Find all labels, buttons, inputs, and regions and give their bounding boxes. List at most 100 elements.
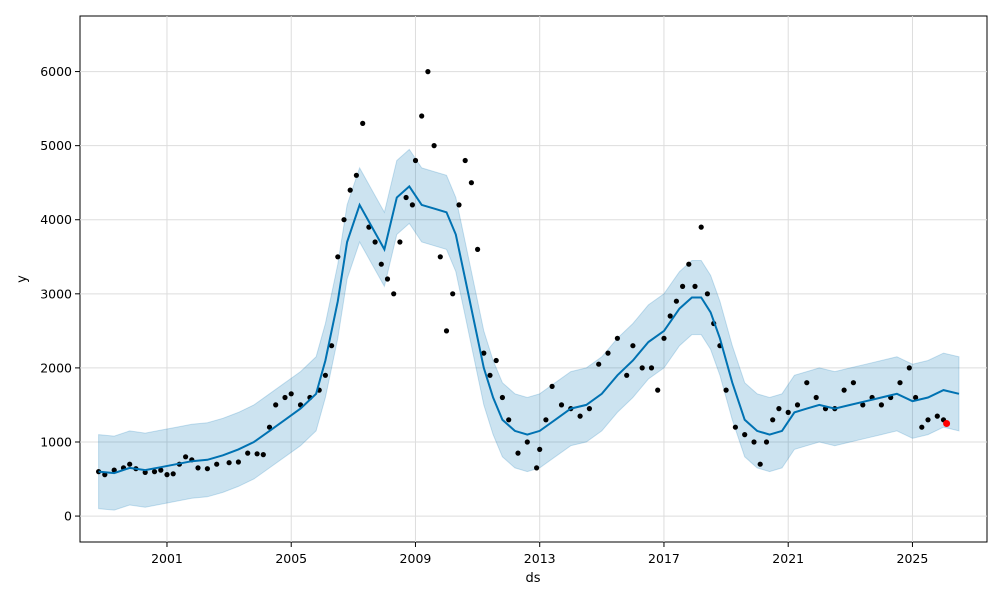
observed-point (878, 402, 885, 408)
observed-point (757, 461, 763, 467)
observed-point (624, 372, 630, 378)
y-axis-label: y (15, 275, 30, 283)
observed-point (751, 439, 757, 445)
observed-point (925, 417, 931, 423)
observed-point (425, 69, 431, 75)
observed-point (686, 261, 692, 267)
observed-point (353, 172, 359, 178)
x-tick-label: 2005 (275, 551, 307, 566)
x-tick-label: 2025 (897, 551, 929, 566)
observed-point (794, 402, 801, 408)
x-tick-label: 2013 (524, 551, 556, 566)
observed-point (487, 372, 493, 378)
observed-point (431, 143, 437, 149)
x-tick-label: 2009 (400, 551, 432, 566)
observed-point (403, 194, 409, 201)
observed-point (897, 380, 903, 386)
observed-point (549, 383, 555, 389)
observed-point (384, 276, 391, 282)
observed-point (906, 365, 912, 371)
observed-point (667, 313, 673, 319)
observed-point (111, 467, 117, 473)
observed-point (456, 202, 462, 208)
observed-point (419, 113, 425, 119)
observed-point (558, 402, 565, 408)
observed-point (493, 357, 499, 364)
x-axis-ticks: 2001 2005 2009 2013 2017 2021 2025 (151, 542, 928, 566)
y-tick-label: 0 (64, 509, 72, 524)
observed-point (468, 180, 474, 186)
observed-point (785, 409, 791, 415)
y-tick-label: 5000 (40, 138, 72, 153)
observed-point (195, 465, 201, 471)
x-tick-label: 2017 (648, 551, 680, 566)
observed-point (437, 254, 443, 260)
observed-point (850, 380, 857, 386)
observed-point (648, 365, 655, 371)
observed-point (412, 157, 419, 164)
observed-point (742, 432, 748, 438)
observed-point (329, 343, 335, 349)
observed-point (245, 450, 251, 456)
observed-point (770, 417, 776, 423)
latest-points (943, 420, 951, 427)
observed-point (804, 380, 810, 386)
observed-point (273, 402, 279, 408)
observed-point (170, 471, 176, 477)
observed-point (723, 387, 729, 393)
observed-point (322, 372, 328, 378)
observed-point (391, 291, 397, 297)
observed-point (282, 394, 288, 401)
observed-point (537, 446, 543, 452)
observed-point (913, 394, 919, 401)
observed-point (534, 465, 540, 471)
observed-point (732, 424, 739, 430)
observed-point (409, 202, 415, 208)
y-tick-label: 2000 (40, 360, 72, 375)
observed-point (288, 391, 294, 397)
latest-point (943, 420, 951, 427)
observed-point (158, 467, 164, 473)
observed-point (226, 460, 232, 466)
observed-point (266, 424, 273, 430)
observed-point (341, 217, 347, 223)
observed-point (335, 254, 341, 260)
observed-point (347, 187, 353, 193)
observed-point (397, 239, 403, 245)
y-tick-label: 6000 (40, 64, 72, 79)
y-tick-label: 4000 (40, 212, 72, 227)
observed-point (443, 328, 450, 334)
forecast-line (98, 184, 960, 475)
observed-point (698, 224, 704, 230)
observed-point (605, 350, 611, 356)
observed-point (673, 298, 680, 304)
observed-point (860, 402, 866, 408)
observed-point (655, 387, 661, 393)
observed-point (260, 452, 266, 458)
observed-point (254, 451, 260, 457)
observed-point (127, 461, 133, 467)
observed-point (151, 469, 158, 475)
observed-point (204, 466, 210, 472)
observed-points (96, 69, 947, 478)
observed-point (164, 472, 170, 478)
observed-point (481, 350, 487, 356)
observed-point (378, 261, 384, 267)
observed-point (142, 469, 148, 475)
x-tick-label: 2021 (772, 551, 804, 566)
plot-area (96, 69, 960, 511)
observed-point (680, 283, 686, 289)
y-tick-label: 3000 (40, 286, 72, 301)
observed-point (475, 246, 481, 252)
x-tick-label: 2001 (151, 551, 183, 566)
observed-point (692, 283, 698, 289)
y-axis-ticks: 0 1000 2000 3000 4000 5000 6000 (40, 64, 80, 524)
observed-point (776, 406, 782, 412)
grid (80, 16, 987, 542)
observed-point (639, 365, 645, 371)
x-axis-label: ds (525, 571, 540, 586)
observed-point (704, 291, 711, 297)
observed-point (499, 394, 505, 401)
observed-point (183, 454, 189, 460)
